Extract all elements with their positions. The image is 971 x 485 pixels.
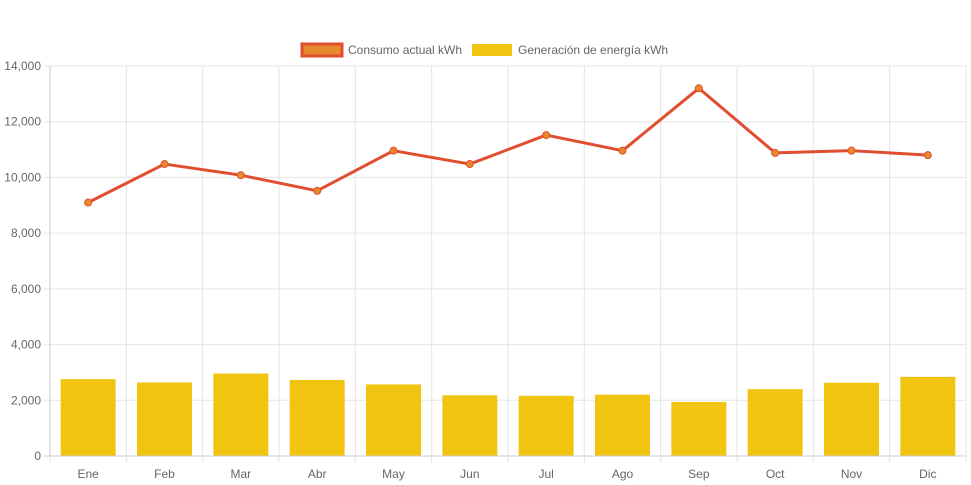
x-tick-label: May	[382, 467, 405, 481]
data-point	[313, 186, 322, 195]
bar	[289, 379, 345, 456]
x-tick-label: Sep	[688, 467, 710, 481]
bar-series-generacion	[60, 373, 956, 456]
legend: Consumo actual kWh Generación de energía…	[300, 42, 668, 58]
data-point	[542, 131, 551, 140]
data-point	[694, 84, 703, 93]
bar	[137, 382, 192, 456]
data-point	[465, 160, 474, 169]
legend-swatch-consumo	[300, 42, 344, 58]
y-tick-label: 12,000	[4, 115, 41, 129]
y-tick-label: 10,000	[4, 170, 41, 184]
line-series-consumo	[84, 84, 932, 207]
bar	[824, 382, 879, 456]
x-tick-label: Jun	[460, 467, 479, 481]
legend-label-generacion: Generación de energía kWh	[518, 43, 668, 57]
x-tick-label: Jul	[538, 467, 553, 481]
legend-item-generacion[interactable]: Generación de energía kWh	[472, 43, 668, 57]
x-tick-label: Dic	[919, 467, 936, 481]
data-point	[84, 198, 93, 207]
bar	[900, 376, 956, 456]
x-tick-label: Abr	[308, 467, 327, 481]
legend-item-consumo[interactable]: Consumo actual kWh	[300, 42, 462, 58]
x-tick-label: Oct	[766, 467, 785, 481]
x-tick-label: Ago	[612, 467, 634, 481]
grid-lines	[44, 65, 967, 462]
axes: 0 2,000 4,000 6,000 8,000 10,000 12,000 14,000 E…	[4, 59, 966, 481]
bar	[366, 384, 421, 456]
y-tick-label: 14,000	[4, 59, 41, 73]
legend-swatch-generacion	[472, 44, 512, 56]
bar	[60, 379, 116, 456]
y-tick-label: 2,000	[11, 393, 41, 407]
x-tick-label: Feb	[154, 467, 175, 481]
x-tick-label: Ene	[77, 467, 99, 481]
data-point	[160, 160, 169, 169]
consumo-line	[87, 86, 928, 204]
data-point	[618, 146, 627, 155]
data-point	[389, 146, 398, 155]
bar	[671, 401, 727, 456]
bar	[595, 394, 650, 456]
y-tick-label: 0	[34, 449, 41, 463]
bar	[442, 395, 498, 456]
data-point	[923, 151, 932, 160]
x-tick-label: Nov	[841, 467, 862, 481]
data-point	[236, 171, 245, 180]
y-tick-label: 6,000	[11, 282, 41, 296]
y-tick-label: 4,000	[11, 338, 41, 352]
data-point	[847, 146, 856, 155]
y-tick-label: 8,000	[11, 226, 41, 240]
legend-label-consumo: Consumo actual kWh	[348, 43, 462, 57]
x-tick-label: Mar	[230, 467, 251, 481]
data-point	[771, 148, 780, 157]
bar	[518, 395, 574, 456]
bar	[747, 389, 803, 456]
bar	[213, 373, 269, 456]
